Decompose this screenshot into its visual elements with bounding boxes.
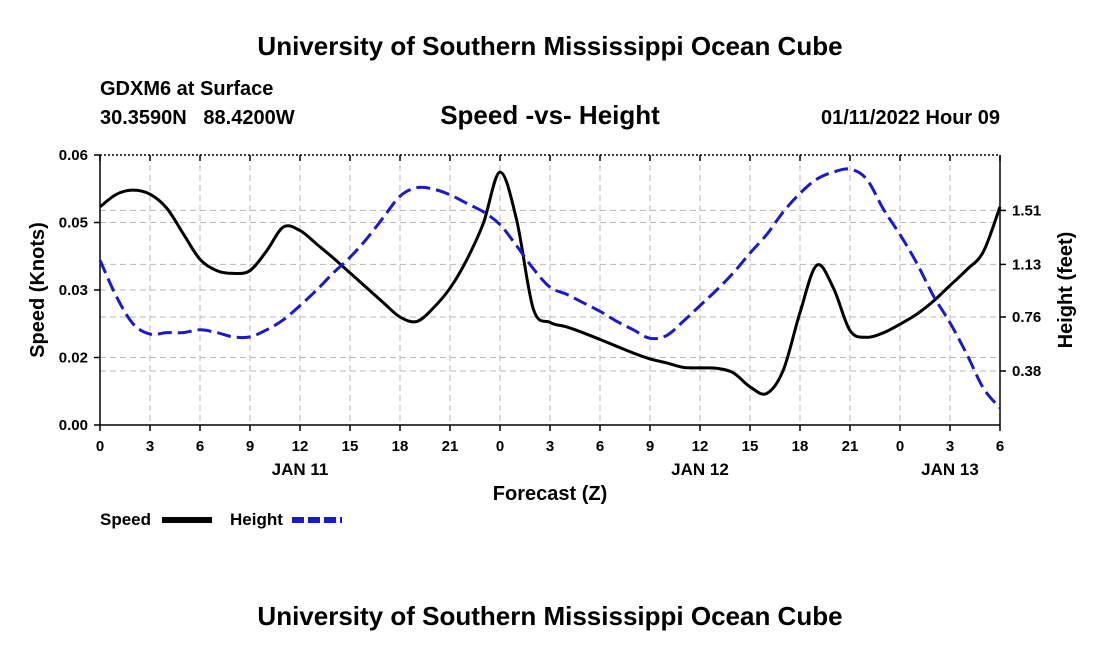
x-tick-label: 3 — [946, 438, 954, 455]
legend-height-label: Height — [230, 510, 283, 529]
location-label: 30.3590N 88.4200W — [100, 107, 295, 129]
x-tick-label: 15 — [742, 438, 759, 455]
y2-tick-label: 1.13 — [1012, 256, 1041, 273]
series-line-height — [98, 167, 1002, 409]
station-label: GDXM6 at Surface — [100, 78, 273, 100]
y2-axis-title: Height (feet) — [1055, 232, 1077, 349]
y2-axis-tick-labels: 0.38 0.76 1.13 1.51 — [1012, 202, 1041, 380]
x-tick-label: 12 — [692, 438, 709, 455]
x-tick-label: 6 — [996, 438, 1004, 455]
y-axis-title: Speed (Knots) — [27, 222, 49, 358]
x-date-label: JAN 13 — [921, 460, 979, 479]
x-tick-label: 9 — [646, 438, 654, 455]
page-title: University of Southern Mississippi Ocean… — [257, 31, 842, 61]
x-axis-date-labels: JAN 11 JAN 12 JAN 13 — [272, 460, 979, 479]
y-axis-ticks — [94, 154, 100, 426]
grid-horizontal-lines — [100, 209, 1000, 372]
x-tick-label: 21 — [442, 438, 459, 455]
x-axis-title: Forecast (Z) — [493, 483, 607, 505]
x-tick-label: 18 — [792, 438, 809, 455]
y-tick-label: 0.06 — [59, 147, 88, 164]
series-line-speed — [99, 170, 1002, 396]
x-date-label: JAN 12 — [671, 460, 729, 479]
x-date-label: JAN 11 — [272, 460, 329, 479]
x-tick-label: 0 — [96, 438, 104, 455]
x-tick-label: 6 — [596, 438, 604, 455]
y-tick-label: 0.05 — [59, 215, 88, 232]
x-tick-label: 3 — [546, 438, 554, 455]
x-tick-label: 0 — [896, 438, 904, 455]
chart-title: Speed -vs- Height — [440, 100, 660, 130]
x-axis-tick-labels: 0 3 6 9 12 15 18 21 0 3 6 9 12 15 18 21 0 3 6 — [96, 438, 1004, 455]
x-tick-label: 0 — [496, 438, 504, 455]
x-tick-label: 6 — [196, 438, 204, 455]
x-tick-label: 9 — [246, 438, 254, 455]
legend-speed-label: Speed — [100, 510, 151, 529]
y-tick-label: 0.00 — [59, 417, 88, 434]
y-axis-tick-labels: 0.00 0.02 0.03 0.05 0.06 — [59, 147, 88, 434]
x-tick-label: 3 — [146, 438, 154, 455]
footer-title: University of Southern Mississippi Ocean… — [257, 601, 842, 631]
y2-tick-label: 0.76 — [1012, 309, 1041, 326]
y-tick-label: 0.02 — [59, 350, 88, 367]
y2-tick-label: 0.38 — [1012, 363, 1041, 380]
legend: Speed Height — [100, 510, 342, 529]
y2-tick-label: 1.51 — [1012, 202, 1041, 219]
x-tick-label: 21 — [842, 438, 859, 455]
x-tick-label: 12 — [292, 438, 309, 455]
y-tick-label: 0.03 — [59, 282, 88, 299]
datetime-label: 01/11/2022 Hour 09 — [821, 107, 1000, 129]
x-axis-ticks — [99, 155, 1001, 431]
series-lines — [98, 167, 1002, 409]
x-tick-label: 15 — [342, 438, 359, 455]
y2-axis-ticks — [1000, 209, 1006, 372]
x-tick-label: 18 — [392, 438, 409, 455]
